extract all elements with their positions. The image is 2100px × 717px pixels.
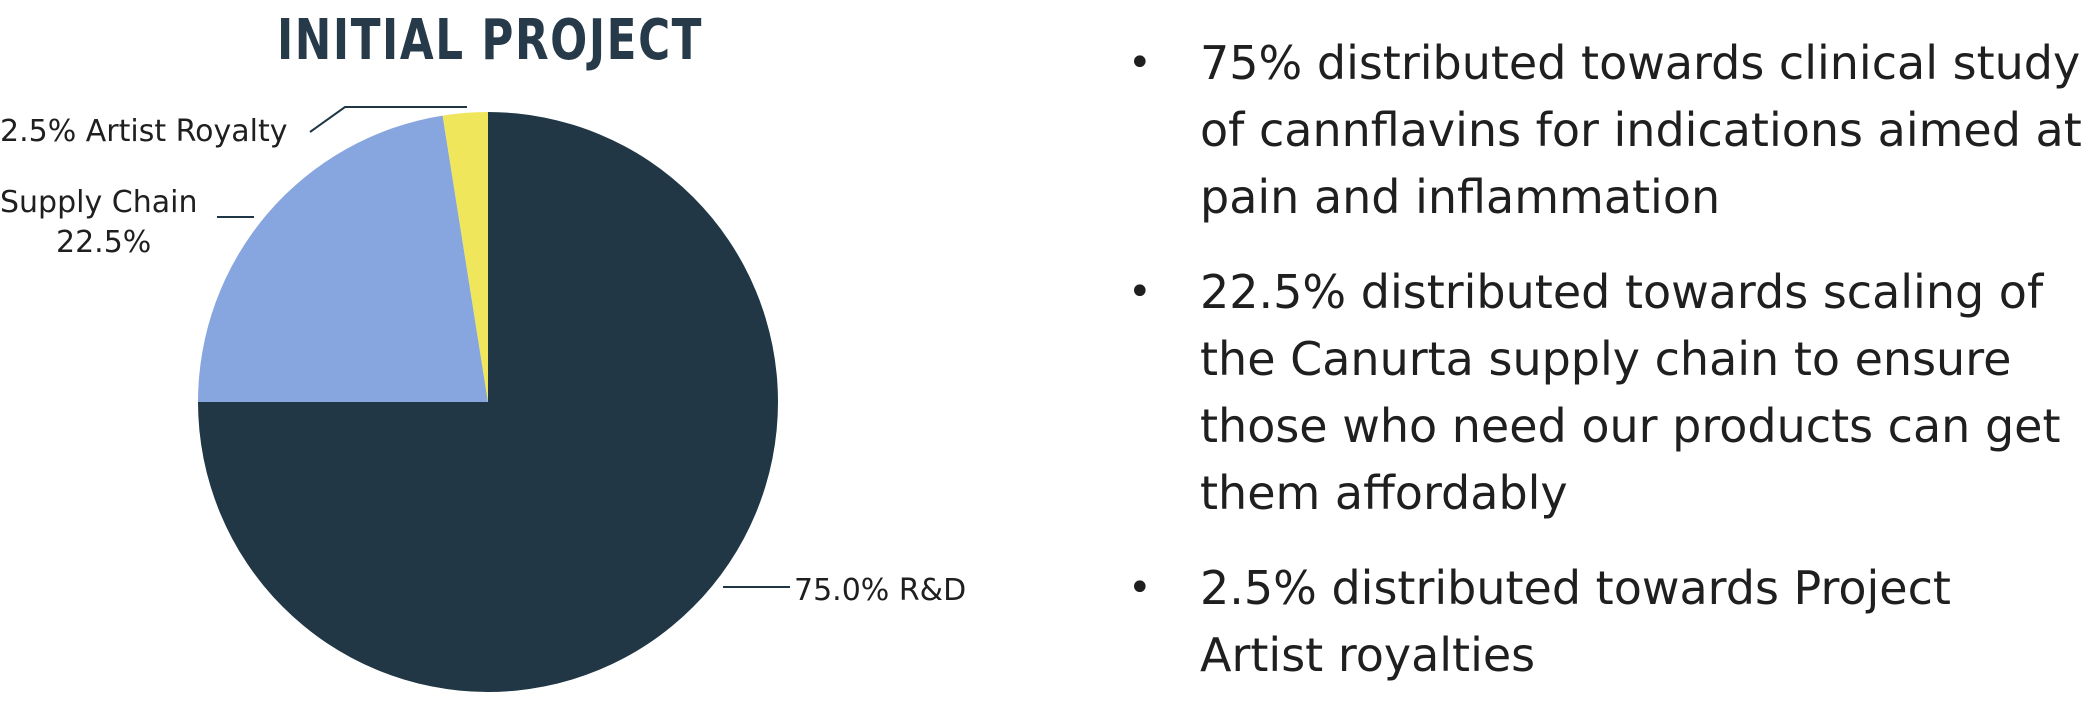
bullet-text: 22.5% distributed towards scaling of the… [1200,265,2061,520]
pie-slices [198,112,778,692]
pie-chart: 75.0% R&D Supply Chain 22.5% 2.5% Artist… [0,106,966,692]
bullet-dot: • [1128,40,1152,86]
bullet-item-supply-chain: • 22.5% distributed towards scaling of t… [1128,259,2088,527]
slice-label-supply-chain: Supply Chain [0,185,197,220]
bullet-list: • 75% distributed towards clinical study… [1128,30,2088,717]
slice-label-rd: 75.0% R&D [794,573,966,608]
pie-slice-supply-chain [198,115,488,403]
leader-lines [217,106,790,588]
pie-slice-artist-royalty [442,112,488,402]
bullet-text: 2.5% distributed towards Project Artist … [1200,561,1951,682]
bullet-dot: • [1128,565,1152,611]
bullet-text: 75% distributed towards clinical study o… [1200,36,2082,224]
bullet-item-clinical: • 75% distributed towards clinical study… [1128,30,2088,231]
chart-title: INITIAL PROJECT [276,8,704,73]
slice-label-supply-chain-value: 22.5% [56,225,151,260]
bullet-item-royalties: • 2.5% distributed towards Project Artis… [1128,555,2088,689]
bullet-dot: • [1128,269,1152,315]
slice-label-artist-royalty: 2.5% Artist Royalty [0,114,287,149]
leader-line-artist-royalty [309,106,467,133]
